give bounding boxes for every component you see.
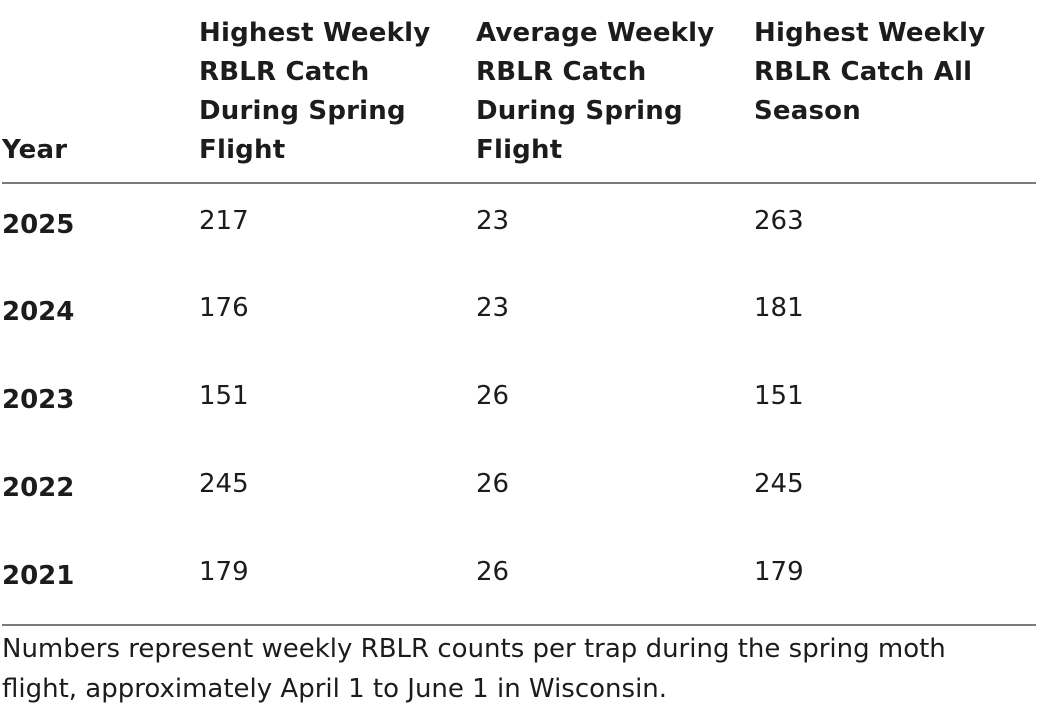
cell-highest-season: 181 bbox=[754, 293, 804, 323]
header-average-spring: Average Weekly RBLR Catch During Spring … bbox=[476, 14, 754, 184]
cell-average-spring: 26 bbox=[476, 535, 754, 626]
cell-average-spring: 23 bbox=[476, 206, 510, 236]
cell-highest-season: 179 bbox=[754, 535, 1036, 626]
table-row: 2024 176 23 181 bbox=[2, 271, 1036, 359]
cell-highest-spring: 179 bbox=[199, 535, 476, 626]
cell-highest-spring: 217 bbox=[199, 206, 249, 236]
table-row: 2025 217 23 263 bbox=[2, 183, 1036, 271]
cell-year: 2023 bbox=[2, 385, 75, 415]
table-row: 2022 245 26 245 bbox=[2, 447, 1036, 535]
cell-average-spring: 23 bbox=[476, 293, 510, 323]
cell-highest-season: 151 bbox=[754, 381, 804, 411]
table-row: 2021 179 26 179 bbox=[2, 535, 1036, 626]
cell-year: 2025 bbox=[2, 210, 75, 240]
data-table-container: Year Highest Weekly RBLR Catch During Sp… bbox=[2, 14, 1036, 626]
table-header-row: Year Highest Weekly RBLR Catch During Sp… bbox=[2, 14, 1036, 184]
cell-highest-spring: 176 bbox=[199, 293, 249, 323]
cell-highest-season: 245 bbox=[754, 469, 804, 499]
cell-year: 2021 bbox=[2, 535, 199, 626]
rblr-catch-table: Year Highest Weekly RBLR Catch During Sp… bbox=[2, 14, 1036, 626]
header-highest-spring: Highest Weekly RBLR Catch During Spring … bbox=[199, 14, 476, 184]
cell-highest-season: 263 bbox=[754, 206, 804, 236]
table-row: 2023 151 26 151 bbox=[2, 359, 1036, 447]
table-footnote: Numbers represent weekly RBLR counts per… bbox=[2, 634, 946, 704]
header-year: Year bbox=[2, 14, 199, 184]
cell-highest-spring: 151 bbox=[199, 381, 249, 411]
cell-average-spring: 26 bbox=[476, 381, 510, 411]
cell-year: 2022 bbox=[2, 473, 75, 503]
cell-highest-spring: 245 bbox=[199, 469, 249, 499]
header-highest-season: Highest Weekly RBLR Catch All Season bbox=[754, 14, 1036, 184]
cell-average-spring: 26 bbox=[476, 469, 510, 499]
cell-year: 2024 bbox=[2, 297, 75, 327]
